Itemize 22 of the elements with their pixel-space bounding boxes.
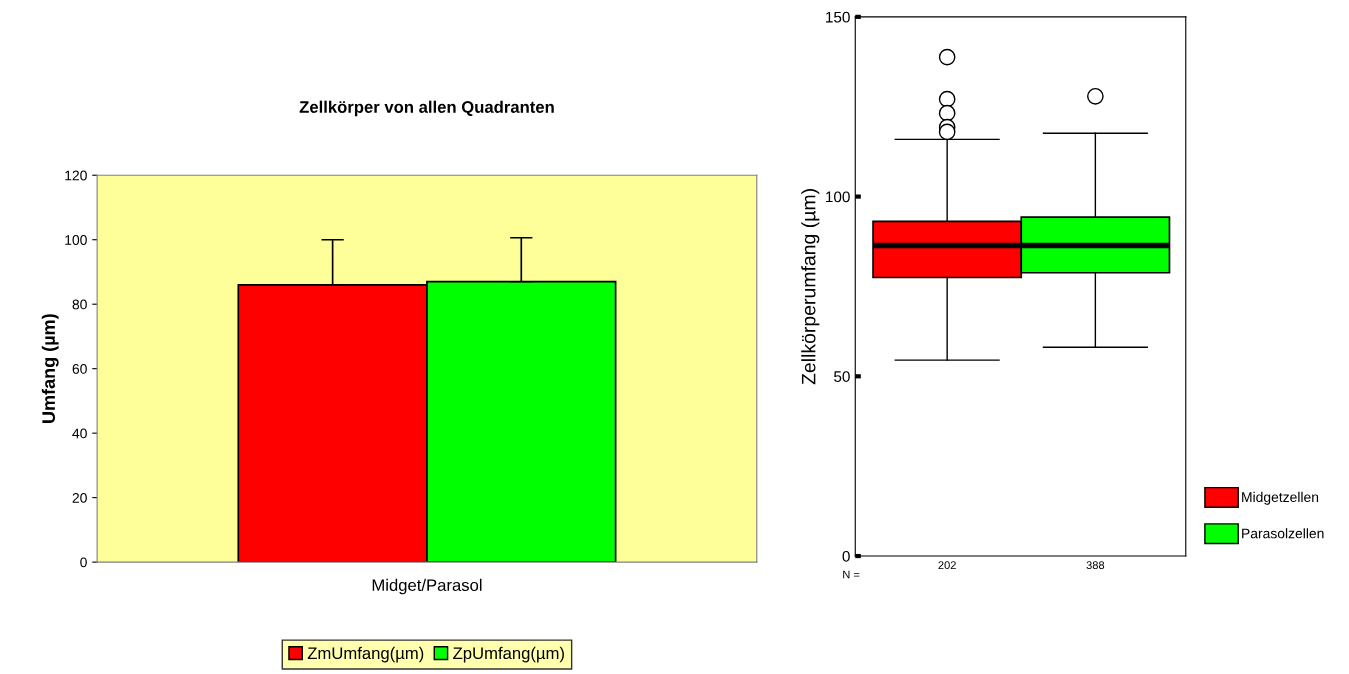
y-tick-label: 0 — [80, 557, 87, 568]
y-tick-label: 0 — [842, 550, 850, 562]
y-tick-label: 120 — [65, 170, 87, 181]
y-tick-label: 20 — [72, 492, 87, 503]
y-tick-label: 100 — [65, 235, 87, 245]
y-axis-title: Umfang (µm) — [41, 314, 59, 423]
legend-label: Midgetzellen — [1242, 491, 1319, 505]
y-tick-label: 40 — [72, 428, 87, 439]
x-tick-label: Midget/Parasol — [372, 578, 482, 595]
legend-label: ZpUmfang(µm) — [453, 646, 564, 663]
y-tick-label: 50 — [834, 371, 850, 382]
y-axis-title: Zellkörperumfang (µm) — [801, 189, 820, 385]
y-tick-label: 150 — [826, 11, 850, 23]
y-tick-label: 60 — [72, 364, 87, 374]
y-tick-label: 80 — [72, 299, 87, 310]
text: N = — [843, 570, 860, 579]
y-tick-label: 100 — [826, 191, 850, 203]
chart-title: Zellkörper von allen Quadranten — [299, 100, 554, 117]
legend-label: ZmUmfang(µm) — [307, 646, 424, 663]
legend-label: Parasolzellen — [1242, 528, 1324, 539]
x-tick-label: 202 — [938, 561, 956, 570]
x-tick-label: 388 — [1086, 561, 1105, 570]
